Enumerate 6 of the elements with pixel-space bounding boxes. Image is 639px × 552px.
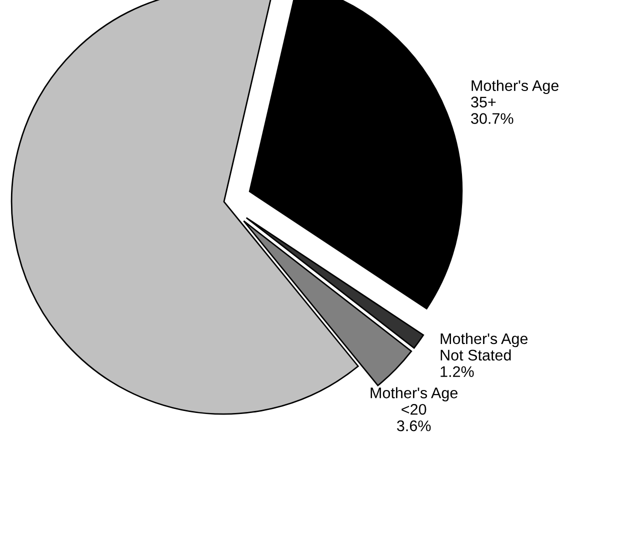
slice-label: Mother's Age Not Stated: [440, 332, 528, 361]
data-label: 30.7%: [471, 113, 514, 124]
data-label: 3.6%: [397, 420, 431, 432]
slice-label: Mother's Age 35+: [471, 80, 558, 108]
slice-label: Mother's Age <20: [370, 387, 458, 415]
data-label: 1.2%: [440, 366, 474, 377]
